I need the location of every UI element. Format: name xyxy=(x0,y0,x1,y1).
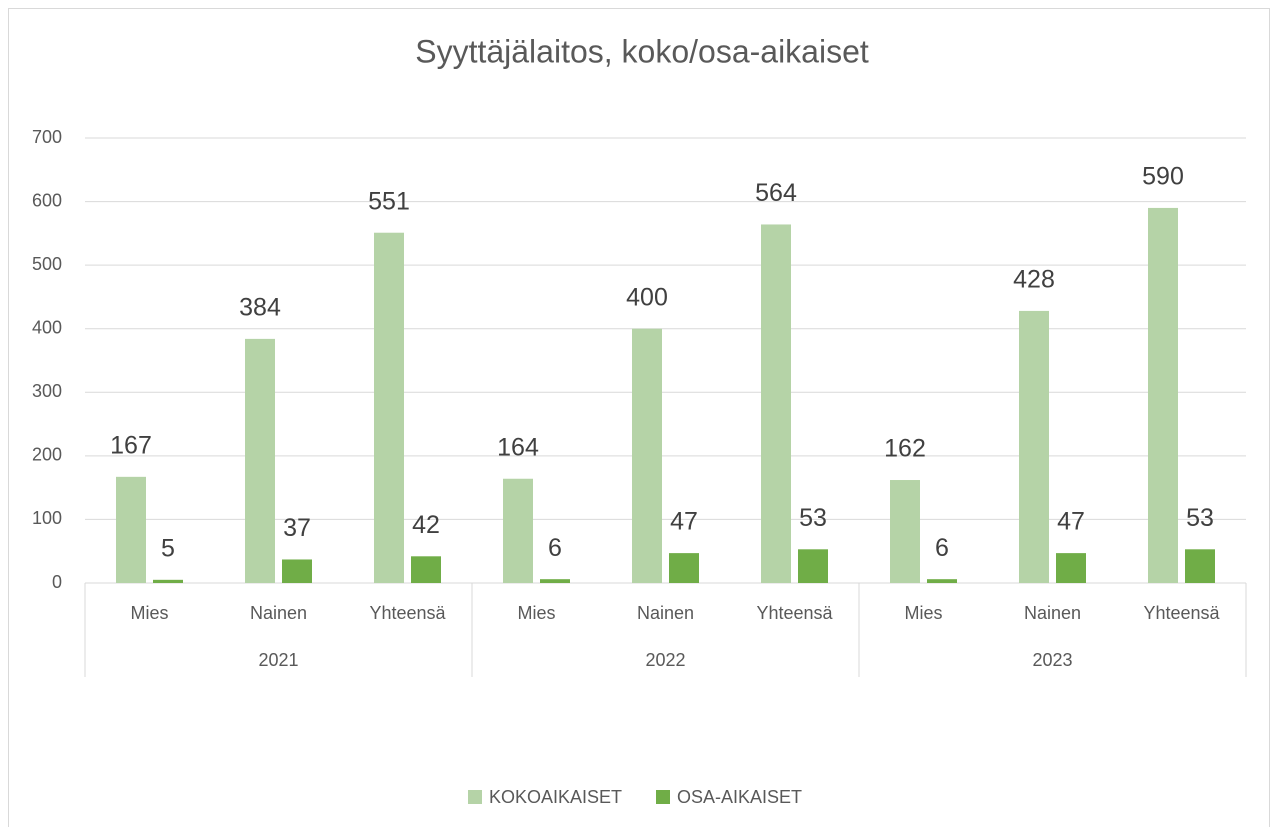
y-tick-label: 400 xyxy=(32,317,62,337)
bar xyxy=(245,338,275,583)
x-tick-label: Mies xyxy=(904,603,942,623)
bar xyxy=(1056,553,1086,583)
data-label: 6 xyxy=(548,534,562,562)
x-tick-label: Nainen xyxy=(250,603,307,623)
group-label: 2022 xyxy=(645,650,685,670)
x-tick-label: Mies xyxy=(517,603,555,623)
bar xyxy=(890,480,920,583)
group-label: 2023 xyxy=(1032,650,1072,670)
data-label: 42 xyxy=(412,511,440,539)
bar xyxy=(1019,310,1049,583)
legend-swatch xyxy=(656,790,670,804)
data-label: 564 xyxy=(755,179,797,207)
y-tick-label: 0 xyxy=(52,572,62,592)
bar xyxy=(798,549,828,583)
data-label: 428 xyxy=(1013,266,1055,294)
x-tick-label: Nainen xyxy=(637,603,694,623)
bar xyxy=(540,579,570,583)
bar xyxy=(153,579,183,583)
bar xyxy=(669,553,699,583)
group-label: 2021 xyxy=(258,650,298,670)
bar xyxy=(116,476,146,583)
bar xyxy=(632,328,662,583)
legend-swatch xyxy=(468,790,482,804)
data-label: 384 xyxy=(239,293,281,321)
data-label: 400 xyxy=(626,283,668,311)
bar xyxy=(411,556,441,583)
data-label: 167 xyxy=(110,431,152,459)
x-tick-label: Yhteensä xyxy=(1143,603,1220,623)
y-tick-label: 500 xyxy=(32,254,62,274)
data-label: 164 xyxy=(497,433,539,461)
y-tick-label: 600 xyxy=(32,190,62,210)
bar xyxy=(1185,549,1215,583)
data-label: 53 xyxy=(799,504,827,532)
bar xyxy=(927,579,957,583)
bar xyxy=(282,559,312,583)
data-label: 5 xyxy=(161,534,175,562)
data-label: 47 xyxy=(1057,508,1085,536)
bar xyxy=(1148,207,1178,583)
y-tick-label: 200 xyxy=(32,445,62,465)
data-label: 37 xyxy=(283,514,311,542)
legend-label: KOKOAIKAISET xyxy=(489,787,622,807)
data-label: 590 xyxy=(1142,163,1184,191)
bar xyxy=(761,224,791,583)
chart-title: Syyttäjälaitos, koko/osa-aikaiset xyxy=(415,33,869,69)
x-tick-label: Yhteensä xyxy=(369,603,446,623)
data-label: 53 xyxy=(1186,504,1214,532)
x-tick-label: Yhteensä xyxy=(756,603,833,623)
data-label: 6 xyxy=(935,534,949,562)
bar xyxy=(503,478,533,583)
legend-label: OSA-AIKAISET xyxy=(677,787,802,807)
data-label: 47 xyxy=(670,508,698,536)
data-label: 162 xyxy=(884,435,926,463)
bar xyxy=(374,232,404,583)
x-tick-label: Mies xyxy=(130,603,168,623)
y-tick-label: 300 xyxy=(32,381,62,401)
x-tick-label: Nainen xyxy=(1024,603,1081,623)
data-label: 551 xyxy=(368,187,410,215)
y-tick-label: 700 xyxy=(32,127,62,147)
y-tick-label: 100 xyxy=(32,508,62,528)
